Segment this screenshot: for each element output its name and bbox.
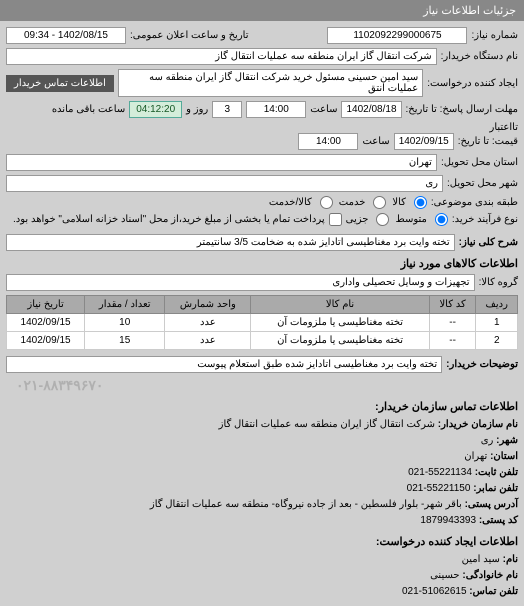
- need-title-label: شرح کلی نیاز:: [459, 237, 518, 248]
- buyer-name-value: شرکت انتقال گاز ایران منطقه سه عملیات ان…: [6, 48, 437, 65]
- contact-phone-value: 51062615-021: [402, 586, 467, 597]
- city-label: شهر محل تحویل:: [447, 178, 518, 189]
- phone-display: ۰۲۱-۸۸۳۴۹۶۷۰: [6, 377, 518, 394]
- radio-medium[interactable]: [435, 213, 448, 226]
- radio-both[interactable]: [320, 196, 333, 209]
- phone-value: 55221134-021: [408, 467, 472, 478]
- cell: 10: [85, 314, 165, 332]
- radio-goods[interactable]: [414, 196, 427, 209]
- items-table: ردیف کد کالا نام کالا واحد شمارش تعداد /…: [6, 295, 518, 350]
- fax-label: تلفن نمابر:: [473, 483, 518, 494]
- cell: 1402/09/15: [7, 314, 85, 332]
- category-radios: کالا خدمت کالا/خدمت: [269, 196, 427, 209]
- items-section-header: اطلاعات کالاهای مورد نیاز: [6, 257, 518, 270]
- creator-label: ایجاد کننده درخواست:: [427, 78, 518, 89]
- city-info-label: شهر:: [496, 435, 518, 446]
- org-name-label: نام سازمان خریدار:: [438, 419, 518, 430]
- main-content: شماره نیاز: 1102092299000675 تاریخ و ساع…: [0, 21, 524, 606]
- cell: --: [429, 314, 476, 332]
- radio-service-label: خدمت: [339, 197, 366, 208]
- announce-date-value: 1402/08/15 - 09:34: [6, 27, 126, 44]
- category-label: طبقه بندی موضوعی:: [431, 197, 518, 208]
- contact-info-button[interactable]: اطلاعات تماس خریدار: [6, 75, 114, 92]
- creator-value: سید امین حسینی مسئول خرید شرکت انتقال گا…: [118, 69, 423, 97]
- province-value: تهران: [6, 154, 437, 171]
- contact-header: اطلاعات تماس سازمان خریدار:: [6, 400, 518, 413]
- city-info-value: ری: [481, 435, 494, 446]
- radio-partial[interactable]: [376, 213, 389, 226]
- creator-header: اطلاعات ایجاد کننده درخواست:: [6, 535, 518, 548]
- deadline-time: 14:00: [246, 101, 306, 118]
- remaining-time: 04:12:20: [129, 101, 182, 118]
- remaining-label: ساعت باقی مانده: [52, 104, 125, 115]
- fname-label: نام:: [503, 554, 518, 565]
- fax-value: 55221150-021: [407, 483, 471, 494]
- radio-service[interactable]: [373, 196, 386, 209]
- validity-time: 14:00: [298, 133, 358, 150]
- radio-partial-label: جزیی: [346, 214, 369, 225]
- purchase-type-label: نوع فرآیند خرید:: [452, 214, 518, 225]
- creator-info: نام: سید امین نام خانوادگی: حسینی تلفن ت…: [6, 552, 518, 600]
- col-unit: واحد شمارش: [165, 296, 251, 314]
- cell: عدد: [165, 314, 251, 332]
- request-number-value: 1102092299000675: [327, 27, 467, 44]
- cell: 1: [476, 314, 518, 332]
- deadline-label: مهلت ارسال پاسخ: تا تاریخ:: [406, 104, 518, 115]
- deadline-date: 1402/08/18: [341, 101, 401, 118]
- buyer-notes-label: توضیحات خریدار:: [446, 359, 518, 370]
- purchase-radios: متوسط جزیی: [346, 213, 448, 226]
- radio-both-label: کالا/خدمت: [269, 197, 312, 208]
- address-label: آدرس پستی:: [465, 499, 518, 510]
- col-qty: تعداد / مقدار: [85, 296, 165, 314]
- postcode-value: 1879943393: [420, 515, 476, 526]
- deadline-days-label: روز و: [186, 104, 208, 115]
- org-name-value: شرکت انتقال گاز ایران منطقه سه عملیات ان…: [219, 419, 435, 430]
- cell: تخته مغناطیسی یا ملزومات آن: [251, 314, 429, 332]
- cell: عدد: [165, 332, 251, 350]
- col-date: تاریخ نیاز: [7, 296, 85, 314]
- table-header-row: ردیف کد کالا نام کالا واحد شمارش تعداد /…: [7, 296, 518, 314]
- col-code: کد کالا: [429, 296, 476, 314]
- group-value: تجهیزات و وسایل تحصیلی واداری: [6, 274, 475, 291]
- buyer-name-label: نام دستگاه خریدار:: [441, 51, 518, 62]
- validity-time-label: ساعت: [362, 136, 389, 147]
- treasury-checkbox[interactable]: [329, 213, 342, 226]
- cell: --: [429, 332, 476, 350]
- city-value: ری: [6, 175, 443, 192]
- table-row: 2 -- تخته مغناطیسی یا ملزومات آن عدد 15 …: [7, 332, 518, 350]
- province-label: استان محل تحویل:: [441, 157, 518, 168]
- buyer-notes-value: تخته وایت برد مغناطیسی اتادایز شده طبق ا…: [6, 356, 442, 373]
- validity-date: 1402/09/15: [394, 133, 454, 150]
- phone-label: تلفن ثابت:: [475, 467, 518, 478]
- col-name: نام کالا: [251, 296, 429, 314]
- cell: 2: [476, 332, 518, 350]
- province-info-label: استان:: [490, 451, 518, 462]
- radio-medium-label: متوسط: [395, 214, 426, 225]
- validity-label1: تااعتبار: [490, 122, 519, 133]
- col-row: ردیف: [476, 296, 518, 314]
- page-header: جزئیات اطلاعات نیاز: [0, 0, 524, 21]
- contact-info: نام سازمان خریدار: شرکت انتقال گاز ایران…: [6, 417, 518, 529]
- need-title-value: تخته وایت برد مغناطیسی اتادایز شده به ضخ…: [6, 234, 455, 251]
- cell: 15: [85, 332, 165, 350]
- purchase-note: پرداخت تمام یا بخشی از مبلغ خرید،از محل …: [13, 214, 325, 225]
- cell: 1402/09/15: [7, 332, 85, 350]
- announce-date-label: تاریخ و ساعت اعلان عمومی:: [130, 30, 249, 41]
- group-label: گروه کالا:: [479, 277, 518, 288]
- validity-label2: قیمت: تا تاریخ:: [458, 136, 518, 147]
- province-info-value: تهران: [464, 451, 487, 462]
- table-row: 1 -- تخته مغناطیسی یا ملزومات آن عدد 10 …: [7, 314, 518, 332]
- contact-phone-label: تلفن تماس:: [469, 586, 518, 597]
- postcode-label: کد پستی:: [479, 515, 518, 526]
- deadline-days: 3: [212, 101, 242, 118]
- deadline-time-label: ساعت: [310, 104, 337, 115]
- address-value: باقر شهر- بلوار فلسطین - بعد از جاده نیر…: [150, 499, 462, 510]
- fname-value: سید امین: [462, 554, 500, 565]
- request-number-label: شماره نیاز:: [471, 30, 518, 41]
- radio-goods-label: کالا: [392, 197, 406, 208]
- cell: تخته مغناطیسی یا ملزومات آن: [251, 332, 429, 350]
